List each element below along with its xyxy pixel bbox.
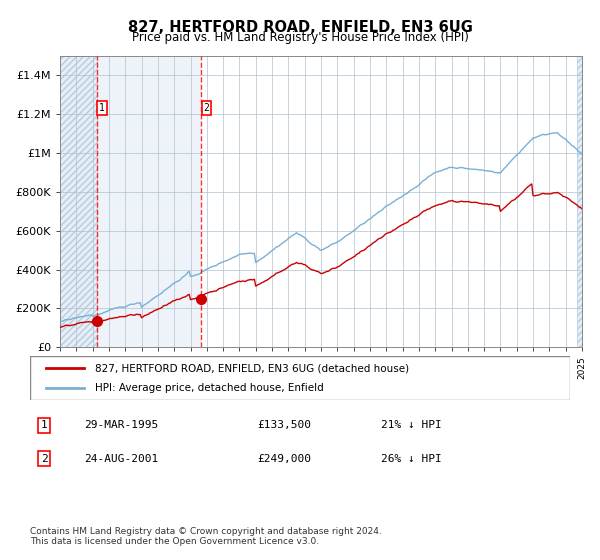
Text: 2: 2 <box>203 104 209 113</box>
Bar <box>60 56 97 347</box>
Text: Price paid vs. HM Land Registry's House Price Index (HPI): Price paid vs. HM Land Registry's House … <box>131 31 469 44</box>
Text: HPI: Average price, detached house, Enfield: HPI: Average price, detached house, Enfi… <box>95 383 323 393</box>
Text: 2: 2 <box>41 454 47 464</box>
Text: 827, HERTFORD ROAD, ENFIELD, EN3 6UG (detached house): 827, HERTFORD ROAD, ENFIELD, EN3 6UG (de… <box>95 363 409 373</box>
Text: 21% ↓ HPI: 21% ↓ HPI <box>381 421 442 431</box>
Text: 24-AUG-2001: 24-AUG-2001 <box>84 454 158 464</box>
Bar <box>577 56 582 347</box>
Text: Contains HM Land Registry data © Crown copyright and database right 2024.
This d: Contains HM Land Registry data © Crown c… <box>30 526 382 546</box>
Text: £249,000: £249,000 <box>257 454 311 464</box>
Bar <box>577 56 582 347</box>
FancyBboxPatch shape <box>30 356 570 400</box>
Text: £133,500: £133,500 <box>257 421 311 431</box>
Bar <box>97 56 201 347</box>
Text: 827, HERTFORD ROAD, ENFIELD, EN3 6UG: 827, HERTFORD ROAD, ENFIELD, EN3 6UG <box>128 20 472 35</box>
Text: 29-MAR-1995: 29-MAR-1995 <box>84 421 158 431</box>
Bar <box>60 56 97 347</box>
Text: 1: 1 <box>41 421 47 431</box>
Text: 26% ↓ HPI: 26% ↓ HPI <box>381 454 442 464</box>
Text: 1: 1 <box>99 104 105 113</box>
